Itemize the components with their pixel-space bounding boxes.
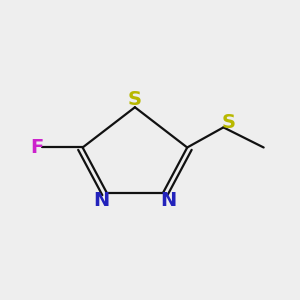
Text: S: S	[221, 113, 236, 132]
Text: N: N	[160, 191, 176, 210]
Text: S: S	[128, 90, 142, 109]
Text: N: N	[94, 191, 110, 210]
Text: F: F	[31, 138, 44, 157]
